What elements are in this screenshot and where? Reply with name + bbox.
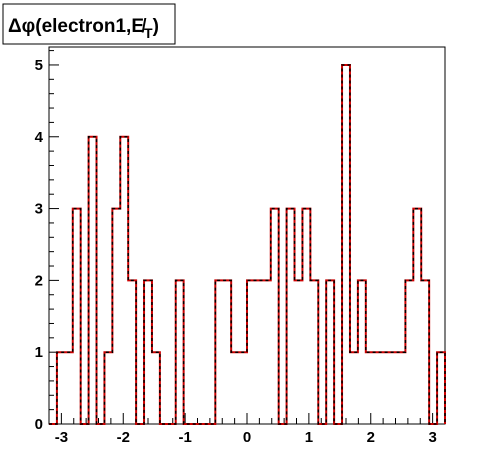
title-met: E̸ — [131, 16, 147, 37]
x-tick-label: -1 — [178, 429, 191, 446]
x-tick-label: 0 — [243, 429, 251, 446]
title-main: (electron1, — [35, 16, 131, 37]
title-close: ) — [153, 16, 159, 37]
series-lines — [49, 63, 446, 425]
x-tick-label: 2 — [367, 429, 375, 446]
y-axis: 0 1 2 3 4 5 — [35, 50, 59, 433]
y-tick-label: 4 — [35, 129, 44, 146]
x-tick-label: 1 — [305, 429, 313, 446]
y-tick-label: 2 — [35, 272, 43, 289]
y-tick-label: 5 — [35, 57, 43, 74]
y-tick-label: 0 — [35, 416, 43, 433]
title-symbol: Δφ — [8, 16, 35, 37]
x-axis: -3 -2 -1 0 1 2 3 — [48, 413, 446, 446]
title-box: Δφ(electron1,E̸T) — [2, 3, 176, 45]
y-tick-label: 3 — [35, 201, 43, 218]
series-dashed-black-line — [49, 64, 446, 425]
x-tick-label: -2 — [117, 429, 130, 446]
y-tick-label: 1 — [35, 344, 43, 361]
title-frame — [2, 3, 176, 45]
x-tick-label: 3 — [428, 429, 436, 446]
chart-title: Δφ(electron1,E̸T) — [8, 16, 159, 41]
x-tick-label: -3 — [55, 429, 68, 446]
title-subscript: T — [144, 25, 153, 41]
